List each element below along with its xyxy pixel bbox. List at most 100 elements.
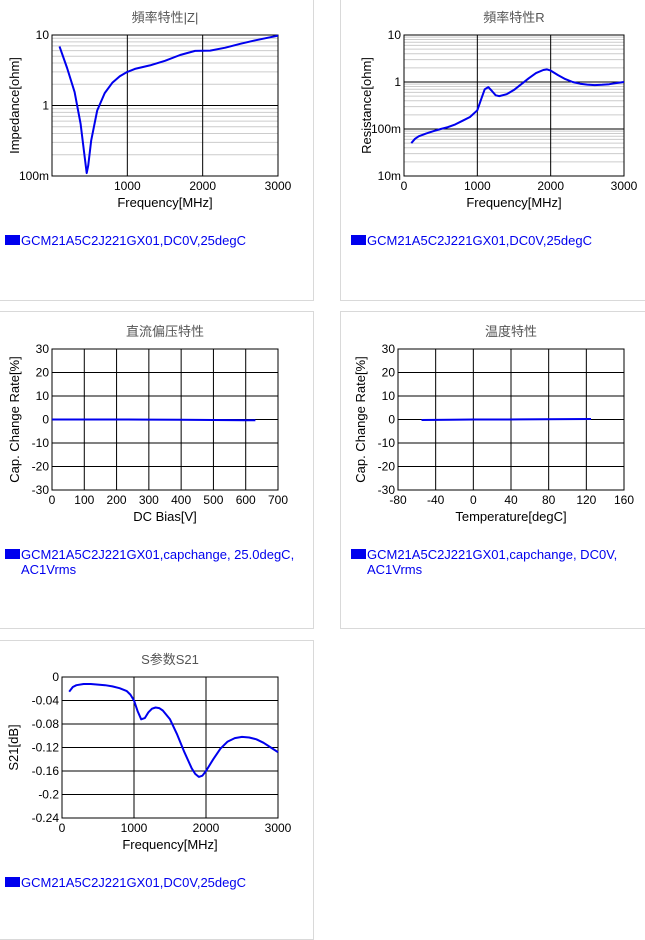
chart-title: 頻率特性|Z|: [132, 10, 199, 25]
y-axis-label: Cap. Change Rate[%]: [353, 356, 368, 482]
legend-swatch: [5, 235, 20, 245]
x-tick-label: 0: [59, 821, 66, 835]
y-axis-label: Cap. Change Rate[%]: [7, 356, 22, 482]
legend-swatch: [351, 549, 366, 559]
y-tick-label: -0.08: [32, 717, 60, 731]
legend-label: GCM21A5C2J221GX01,capchange, 25.0degC, A…: [21, 547, 295, 577]
y-tick-label: 30: [382, 342, 396, 356]
y-tick-label: 1: [394, 75, 401, 89]
x-tick-label: 100: [74, 493, 94, 507]
x-tick-label: 3000: [265, 821, 292, 835]
x-tick-label: 120: [576, 493, 596, 507]
x-tick-label: 400: [171, 493, 191, 507]
x-tick-label: 2000: [193, 821, 220, 835]
y-tick-label: 10: [36, 389, 50, 403]
y-axis-label: S21[dB]: [6, 724, 21, 770]
y-tick-label: -20: [378, 460, 396, 474]
x-tick-label: 0: [470, 493, 477, 507]
legend-label: GCM21A5C2J221GX01,capchange, DC0V, AC1Vr…: [367, 547, 618, 577]
x-tick-label: 1000: [114, 179, 141, 193]
y-tick-label: 100m: [19, 169, 49, 183]
legend-label: GCM21A5C2J221GX01,DC0V,25degC: [367, 233, 592, 248]
series-line: [68, 683, 279, 778]
x-axis-label: Frequency[MHz]: [122, 837, 217, 852]
chart-title: S参数S21: [141, 652, 199, 667]
x-tick-label: 200: [107, 493, 127, 507]
y-tick-label: -30: [32, 483, 50, 497]
x-tick-label: 700: [268, 493, 288, 507]
y-tick-label: 0: [388, 413, 395, 427]
y-axis-label: Impedance[ohm]: [7, 57, 22, 154]
legend-temperature: GCM21A5C2J221GX01,capchange, DC0V, AC1Vr…: [351, 547, 645, 577]
x-axis-label: Frequency[MHz]: [117, 195, 212, 210]
plot-frame: [403, 34, 625, 177]
y-tick-label: 10m: [378, 169, 401, 183]
x-tick-label: 2000: [537, 179, 564, 193]
plot-frame: [397, 348, 625, 491]
x-tick-label: 0: [49, 493, 56, 507]
y-tick-label: 30: [36, 342, 50, 356]
chart-title: 頻率特性R: [483, 10, 544, 25]
y-axis-label: Resistance[ohm]: [359, 57, 374, 154]
x-tick-label: 600: [236, 493, 256, 507]
chart-title: 温度特性: [485, 324, 537, 339]
legend-swatch: [5, 877, 20, 887]
x-axis-label: Frequency[MHz]: [466, 195, 561, 210]
x-axis-label: Temperature[degC]: [455, 509, 566, 524]
legend-swatch: [5, 549, 20, 559]
y-tick-label: -0.12: [32, 741, 60, 755]
legend-resistance: GCM21A5C2J221GX01,DC0V,25degC: [351, 233, 641, 248]
plot-frame: [51, 34, 279, 177]
chart-s21: 0 1000 2000 3000 -0.24 -0.2 -0.16 -0.12 -0.08 -0.…: [6, 652, 292, 852]
x-axis-label: DC Bias[V]: [133, 509, 197, 524]
y-tick-label: 0: [42, 413, 49, 427]
chart-panel-resistance: [340, 0, 645, 301]
y-tick-label: -10: [32, 436, 50, 450]
chart-panel-temperature: [340, 311, 645, 629]
legend-impedance: GCM21A5C2J221GX01,DC0V,25degC: [5, 233, 295, 248]
y-tick-label: 10: [388, 28, 402, 42]
y-tick-label: -0.16: [32, 764, 60, 778]
x-tick-label: 500: [203, 493, 223, 507]
chart-dc-bias: 0 100 200 300 400 500 600 700 -30 -20 -10 0 10 20 30 直流…: [7, 324, 288, 524]
series-line: [52, 418, 256, 422]
chart-impedance: 1000 2000 3000 100m 1 10 頻率特性|Z| Frequency[MHz]…: [7, 10, 292, 210]
legend-swatch: [351, 235, 366, 245]
x-tick-label: 1000: [464, 179, 491, 193]
plot-frame: [61, 676, 279, 819]
series-line: [410, 68, 625, 144]
y-tick-label: 0: [52, 670, 59, 684]
y-tick-label: 10: [382, 389, 396, 403]
x-tick-label: -80: [389, 493, 407, 507]
chart-title: 直流偏压特性: [126, 324, 204, 339]
legend-label: GCM21A5C2J221GX01,DC0V,25degC: [21, 233, 246, 248]
y-tick-label: -10: [378, 436, 396, 450]
y-tick-label: 1: [42, 99, 49, 113]
x-tick-label: 2000: [189, 179, 216, 193]
x-tick-label: 300: [139, 493, 159, 507]
y-tick-label: -20: [32, 460, 50, 474]
x-tick-label: 40: [504, 493, 518, 507]
y-tick-label: -0.24: [32, 811, 60, 825]
y-tick-label: -30: [378, 483, 396, 497]
y-tick-label: 10: [36, 28, 50, 42]
series-line: [421, 418, 592, 421]
x-tick-label: 160: [614, 493, 634, 507]
y-tick-label: -0.04: [32, 694, 60, 708]
legend-label: GCM21A5C2J221GX01,DC0V,25degC: [21, 875, 246, 890]
x-tick-label: 3000: [611, 179, 638, 193]
y-tick-label: 20: [382, 366, 396, 380]
x-tick-label: 80: [542, 493, 556, 507]
series-line: [58, 34, 279, 175]
y-tick-label: 20: [36, 366, 50, 380]
x-tick-label: 1000: [121, 821, 148, 835]
x-tick-label: -40: [427, 493, 445, 507]
x-tick-label: 3000: [265, 179, 292, 193]
y-tick-label: 100m: [371, 122, 401, 136]
legend-dc-bias: GCM21A5C2J221GX01,capchange, 25.0degC, A…: [5, 547, 311, 577]
chart-panel-s21: [0, 640, 314, 940]
chart-resistance: 0 1000 2000 3000 10m 100m 1 10 頻率特性R Frequency[MH…: [359, 10, 638, 210]
legend-s21: GCM21A5C2J221GX01,DC0V,25degC: [5, 875, 295, 890]
x-tick-label: 0: [401, 179, 408, 193]
